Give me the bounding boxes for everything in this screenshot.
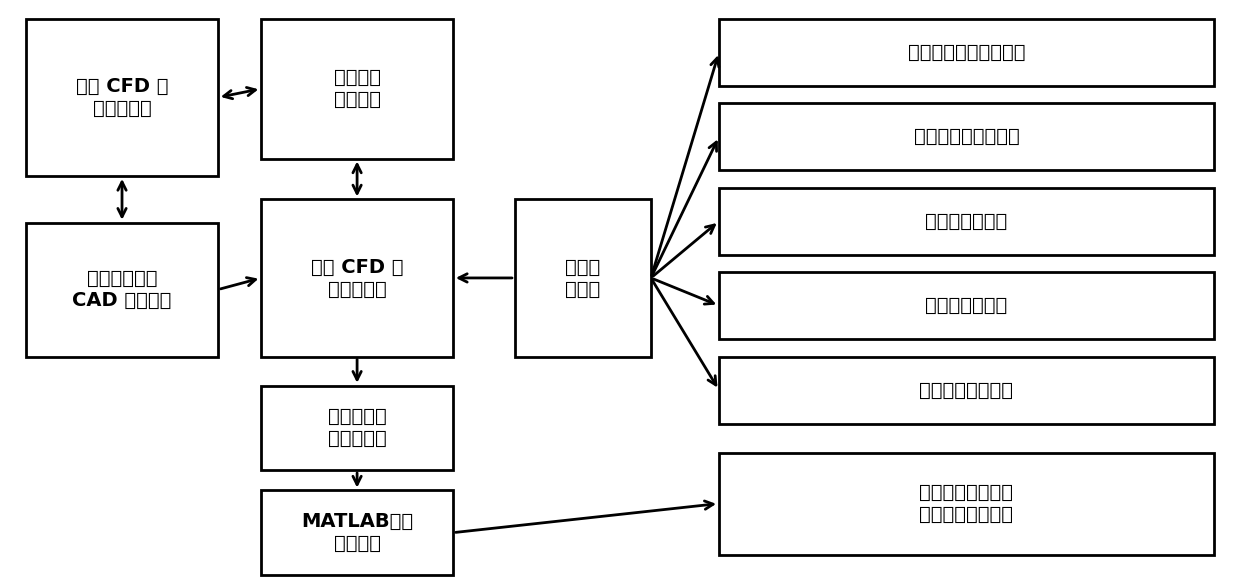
Bar [719,104,1214,170]
Text: 结果数据
处理单元: 结果数据 处理单元 [334,68,381,109]
Bar [262,490,453,575]
Text: MATLAB程序
控制单元: MATLAB程序 控制单元 [301,512,413,553]
Text: 水泵或风扇参数数据: 水泵或风扇参数数据 [914,128,1019,146]
Bar [719,188,1214,254]
Text: 加热器参数数据: 加热器参数数据 [925,212,1008,230]
Bar [262,19,453,159]
Text: 数据转
换单元: 数据转 换单元 [565,257,600,298]
Bar [262,386,453,470]
Bar [719,272,1214,339]
Text: 仿真结果数
据转化单元: 仿真结果数 据转化单元 [327,407,387,448]
Bar [719,19,1214,86]
Text: 一维 CFD 仿
真计算单元: 一维 CFD 仿 真计算单元 [311,257,403,298]
Bar [719,453,1214,555]
Text: 换热器换参数数据: 换热器换参数数据 [919,380,1013,400]
Text: 动力电池系统
CAD 数据单元: 动力电池系统 CAD 数据单元 [72,269,171,310]
Bar [262,199,453,356]
Bar [26,19,218,176]
Bar [719,356,1214,424]
Text: 加热系统执行单元
散热系统执行单元: 加热系统执行单元 散热系统执行单元 [919,483,1013,524]
Bar [515,199,651,356]
Text: 三维 CFD 仿
真计算单元: 三维 CFD 仿 真计算单元 [76,77,169,118]
Text: 制冷器参数数据: 制冷器参数数据 [925,296,1008,315]
Text: 动力电池系统参数数据: 动力电池系统参数数据 [908,43,1025,62]
Bar [26,223,218,356]
